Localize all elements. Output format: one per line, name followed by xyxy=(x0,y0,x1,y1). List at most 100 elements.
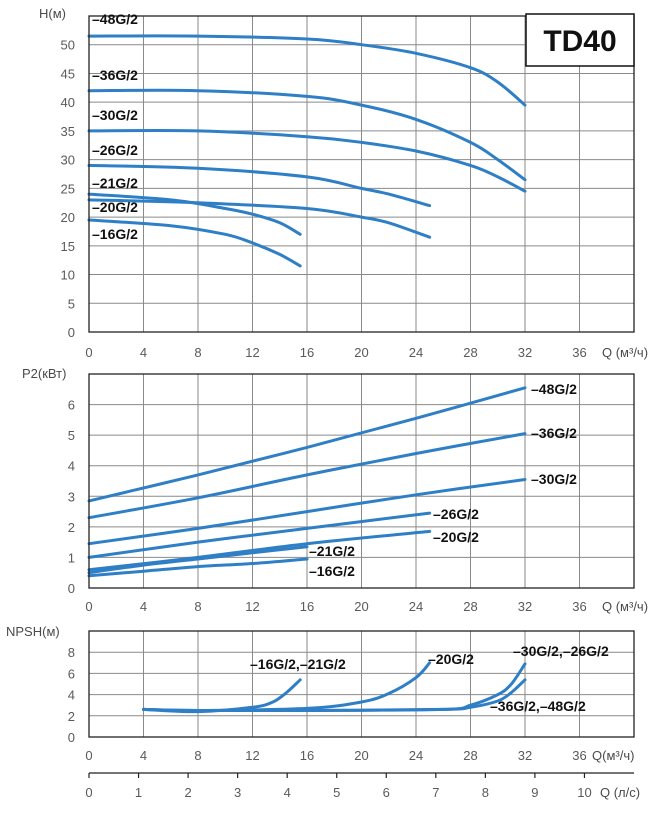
head-x-tick-label: 12 xyxy=(245,345,259,360)
flow-ls-axis-label: Q (л/с) xyxy=(600,785,640,800)
power-curve-21g-2 xyxy=(87,545,309,575)
flow-ls-tick-label: 10 xyxy=(577,785,591,800)
power-series-label-48g2: –48G/2 xyxy=(531,381,577,397)
flow-ls-axis: 0 1 2 3 4 5 6 7 8 9 10 Q (л/с) xyxy=(85,772,640,800)
npsh-series-label-30g2-26g2: –30G/2,–26G/2 xyxy=(513,643,609,659)
npsh-x-tick-label: 28 xyxy=(463,748,477,763)
head-y-tick-label: 15 xyxy=(61,239,75,254)
head-curve-26g-2 xyxy=(87,163,432,208)
npsh-curve-36g-2-48g-2 xyxy=(142,678,527,713)
power-series-label-16g2: –16G/2 xyxy=(309,563,355,579)
head-x-tick-label: 16 xyxy=(300,345,314,360)
power-series-label-26g2: –26G/2 xyxy=(433,506,479,522)
power-series-label-30g2: –30G/2 xyxy=(531,471,577,487)
power-x-tick-label: 8 xyxy=(194,599,201,614)
head-y-tick-label: 5 xyxy=(68,296,75,311)
flow-ls-tick-label: 9 xyxy=(531,785,538,800)
head-series-label-16g2: –16G/2 xyxy=(92,226,138,242)
power-y-tick-label: 6 xyxy=(68,398,75,413)
head-series-label-26g2: –26G/2 xyxy=(92,142,138,158)
power-x-tick-label: 28 xyxy=(463,599,477,614)
npsh-series-label-20g2: –20G/2 xyxy=(428,651,474,667)
head-x-axis-label: Q (м³/ч) xyxy=(602,345,648,360)
head-x-tick-label: 0 xyxy=(85,345,92,360)
head-y-axis-label: H(м) xyxy=(39,6,66,21)
head-series-label-36g2: –36G/2 xyxy=(92,67,138,83)
npsh-x-tick-label: 36 xyxy=(572,748,586,763)
power-y-tick-label: 1 xyxy=(68,550,75,565)
head-curve-16g-2 xyxy=(87,218,302,268)
power-y-tick-label: 2 xyxy=(68,520,75,535)
flow-ls-tick-label: 0 xyxy=(85,785,92,800)
power-y-axis-label: P2(кВт) xyxy=(22,366,66,381)
power-y-tick-label: 0 xyxy=(68,581,75,596)
model-badge-box xyxy=(525,13,635,67)
power-curve-26g-2 xyxy=(87,511,432,559)
power-x-tick-label: 0 xyxy=(85,599,92,614)
power-curve-30g-2 xyxy=(87,478,527,546)
npsh-y-tick-label: 0 xyxy=(68,730,75,745)
head-curve-20g-2 xyxy=(87,198,432,239)
head-x-tick-label: 4 xyxy=(140,345,147,360)
npsh-x-tick-label: 0 xyxy=(85,748,92,763)
power-curve-20g-2 xyxy=(87,529,432,572)
power-x-tick-label: 20 xyxy=(354,599,368,614)
head-curve-21g-2 xyxy=(87,192,302,236)
npsh-series-label-36g2-48g2: –36G/2,–48G/2 xyxy=(490,698,586,714)
npsh-y-tick-label: 8 xyxy=(68,645,75,660)
power-x-tick-label: 32 xyxy=(518,599,532,614)
head-y-tick-label: 30 xyxy=(61,153,75,168)
npsh-series-label-16g2-21g2: –16G/2,–21G/2 xyxy=(250,656,346,672)
npsh-curve-16g-2-21g-2 xyxy=(142,678,302,714)
head-x-tick-label: 32 xyxy=(518,345,532,360)
npsh-x-tick-label: 32 xyxy=(518,748,532,763)
head-y-tick-label: 0 xyxy=(68,325,75,340)
npsh-x-tick-label: 12 xyxy=(245,748,259,763)
head-series-label-21g2: –21G/2 xyxy=(92,175,138,191)
power-y-tick-label: 3 xyxy=(68,489,75,504)
head-x-tick-label: 24 xyxy=(409,345,423,360)
flow-ls-tick-label: 5 xyxy=(333,785,340,800)
flow-ls-tick-label: 6 xyxy=(383,785,390,800)
head-curve-30g-2 xyxy=(87,129,527,193)
npsh-x-tick-label: 4 xyxy=(140,748,147,763)
power-chart-frame xyxy=(88,373,635,589)
power-x-tick-label: 16 xyxy=(300,599,314,614)
power-curve-16g-2 xyxy=(87,557,309,578)
power-x-tick-label: 4 xyxy=(140,599,147,614)
flow-ls-tick-label: 4 xyxy=(284,785,291,800)
flow-ls-tick-label: 8 xyxy=(482,785,489,800)
head-x-tick-label: 28 xyxy=(463,345,477,360)
head-y-tick-label: 20 xyxy=(61,210,75,225)
power-x-tick-label: 12 xyxy=(245,599,259,614)
power-curve-48g-2 xyxy=(87,386,527,503)
power-series-label-36g2: –36G/2 xyxy=(531,425,577,441)
head-series-label-30g2: –30G/2 xyxy=(92,107,138,123)
power-x-axis-label: Q (м³/ч) xyxy=(602,599,648,614)
npsh-y-axis-label: NPSH(м) xyxy=(6,624,60,639)
npsh-y-tick-label: 4 xyxy=(68,688,75,703)
flow-ls-tick-label: 3 xyxy=(234,785,241,800)
npsh-chart-frame xyxy=(88,630,635,738)
model-badge: TD40 xyxy=(543,25,616,58)
flow-ls-tick-label: 2 xyxy=(184,785,191,800)
head-series-label-48g2: –48G/2 xyxy=(92,11,138,27)
head-y-tick-label: 40 xyxy=(61,95,75,110)
power-y-tick-label: 5 xyxy=(68,428,75,443)
npsh-x-tick-label: 16 xyxy=(300,748,314,763)
npsh-x-axis-label: Q(м³/ч) xyxy=(592,748,634,763)
flow-ls-tick-label: 7 xyxy=(432,785,439,800)
power-x-tick-label: 36 xyxy=(572,599,586,614)
npsh-y-tick-label: 6 xyxy=(68,666,75,681)
head-x-tick-label: 8 xyxy=(194,345,201,360)
power-series-label-21g2: –21G/2 xyxy=(309,543,355,559)
head-y-tick-label: 35 xyxy=(61,124,75,139)
head-x-tick-label: 20 xyxy=(354,345,368,360)
head-y-tick-label: 50 xyxy=(61,38,75,53)
head-curve-48g-2 xyxy=(87,34,527,107)
head-curve-36g-2 xyxy=(87,88,527,182)
power-curve-36g-2 xyxy=(87,432,527,520)
npsh-x-tick-label: 20 xyxy=(354,748,368,763)
